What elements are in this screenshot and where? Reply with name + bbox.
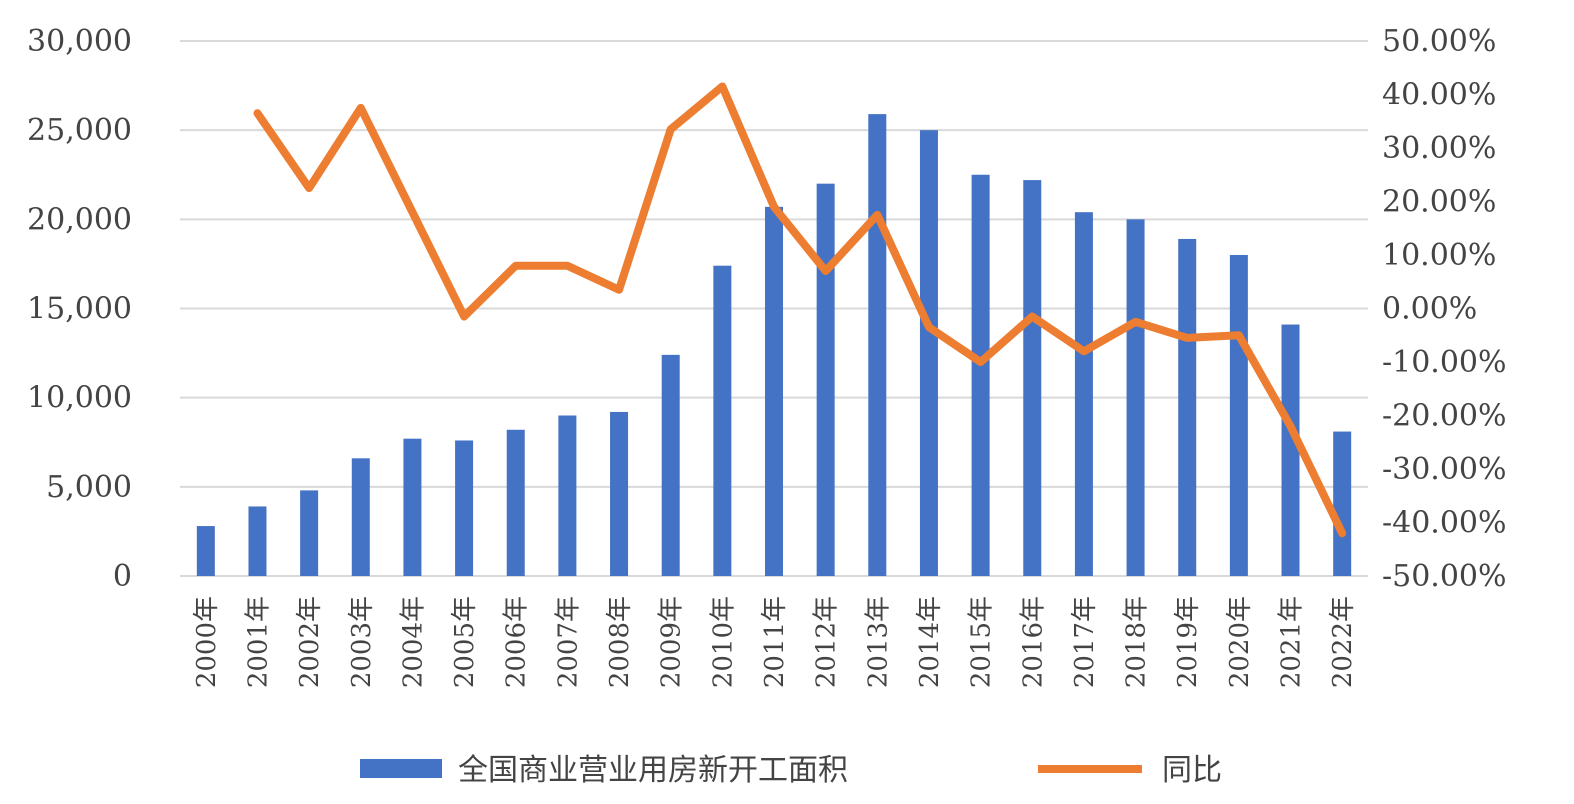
line-point — [876, 213, 879, 216]
line-series-path — [253, 82, 1347, 538]
right-y-tick-label: -40.00% — [1382, 506, 1507, 541]
right-y-tick-label: 50.00% — [1382, 24, 1496, 59]
right-y-tick-label: -20.00% — [1382, 399, 1507, 434]
right-y-tick-label: 0.00% — [1382, 292, 1477, 327]
legend: 全国商业营业用房新开工面积 同比 — [360, 753, 1222, 788]
x-tick-label: 2020年 — [1225, 596, 1255, 688]
bar — [1074, 212, 1093, 576]
x-tick-label: 2022年 — [1328, 596, 1358, 688]
bar — [661, 354, 680, 576]
x-tick-label: 2013年 — [863, 596, 893, 688]
x-tick-label: 2000年 — [192, 596, 222, 688]
x-tick-label: 2017年 — [1070, 596, 1100, 688]
legend-line-label: 同比 — [1162, 753, 1222, 788]
line-point — [514, 264, 517, 267]
line-point — [256, 112, 259, 115]
line-point — [1289, 425, 1292, 428]
x-tick-label: 2021年 — [1277, 596, 1307, 688]
bar — [610, 411, 629, 576]
line-series — [253, 82, 1347, 538]
right-y-tick-label: -50.00% — [1382, 559, 1507, 594]
right-y-tick-label: 40.00% — [1382, 78, 1496, 113]
line-point — [566, 264, 569, 267]
right-y-tick-label: -10.00% — [1382, 345, 1507, 380]
line-point — [669, 128, 672, 131]
bar — [455, 440, 474, 576]
line-point — [1082, 350, 1085, 353]
legend-bar-swatch — [360, 759, 442, 778]
x-axis: 2000年 2001年 2002年 2003年 2004年 2005年 2006年 2007年… — [192, 596, 1358, 688]
bar-series — [196, 114, 1352, 577]
bar — [765, 206, 783, 576]
bar — [351, 458, 370, 576]
right-y-tick-label: 20.00% — [1382, 185, 1496, 220]
x-tick-label: 2012年 — [812, 596, 842, 688]
bar — [1023, 180, 1042, 576]
line-point — [359, 106, 362, 109]
line-point — [1341, 532, 1344, 535]
line-point — [927, 326, 930, 329]
x-tick-label: 2003年 — [347, 596, 377, 688]
left-y-tick-label: 30,000 — [27, 24, 132, 59]
line-point — [308, 187, 311, 190]
line-point — [824, 270, 827, 273]
x-tick-label: 2019年 — [1173, 596, 1203, 688]
left-y-tick-label: 0 — [113, 559, 132, 594]
x-tick-label: 2005年 — [450, 596, 480, 688]
legend-bar-label: 全国商业营业用房新开工面积 — [458, 753, 848, 788]
x-tick-label: 2006年 — [502, 596, 532, 688]
bar — [713, 265, 732, 576]
left-y-tick-label: 25,000 — [27, 113, 132, 148]
left-y-axis: 0 5,000 10,000 15,000 20,000 25,000 30,000 — [27, 24, 132, 594]
line-point — [1237, 334, 1240, 337]
right-y-tick-label: 10.00% — [1382, 238, 1496, 273]
x-tick-label: 2014年 — [915, 596, 945, 688]
line-point — [721, 85, 724, 88]
line-point — [1134, 320, 1137, 323]
bar — [919, 130, 938, 576]
bar — [196, 526, 215, 576]
x-tick-label: 2010年 — [708, 596, 738, 688]
bar — [1333, 431, 1352, 576]
bar — [506, 429, 525, 576]
right-y-tick-label: 30.00% — [1382, 131, 1496, 166]
x-tick-label: 2007年 — [553, 596, 583, 688]
x-tick-label: 2015年 — [967, 596, 997, 688]
line-point — [773, 205, 775, 208]
x-tick-label: 2004年 — [398, 596, 428, 688]
right-y-tick-label: -30.00% — [1382, 452, 1507, 487]
x-tick-label: 2018年 — [1122, 596, 1152, 688]
x-tick-label: 2002年 — [295, 596, 325, 688]
line-point — [411, 211, 414, 214]
left-y-tick-label: 5,000 — [46, 470, 132, 505]
left-y-tick-label: 20,000 — [27, 202, 132, 237]
left-y-tick-label: 10,000 — [27, 381, 132, 416]
bar — [971, 174, 990, 576]
left-y-tick-label: 15,000 — [27, 292, 132, 327]
line-point — [618, 288, 621, 291]
bar — [1178, 238, 1197, 576]
bar — [816, 183, 835, 576]
bar — [1229, 255, 1248, 576]
bar — [248, 506, 267, 576]
x-tick-label: 2011年 — [760, 596, 790, 688]
x-tick-label: 2001年 — [243, 596, 273, 688]
line-point — [463, 315, 466, 318]
x-tick-label: 2008年 — [605, 596, 635, 688]
line-point — [1031, 315, 1034, 318]
line-point — [979, 361, 982, 363]
x-tick-label: 2016年 — [1018, 596, 1048, 688]
bar — [558, 415, 577, 576]
bar — [403, 438, 422, 576]
x-tick-label: 2009年 — [657, 596, 687, 688]
bar — [868, 114, 887, 576]
line-point — [1186, 336, 1189, 339]
bar — [1126, 219, 1145, 577]
bar — [1281, 324, 1300, 576]
right-y-axis: -50.00% -40.00% -30.00% -20.00% -10.00% 0.00%… — [1382, 24, 1507, 594]
bar — [300, 490, 319, 576]
